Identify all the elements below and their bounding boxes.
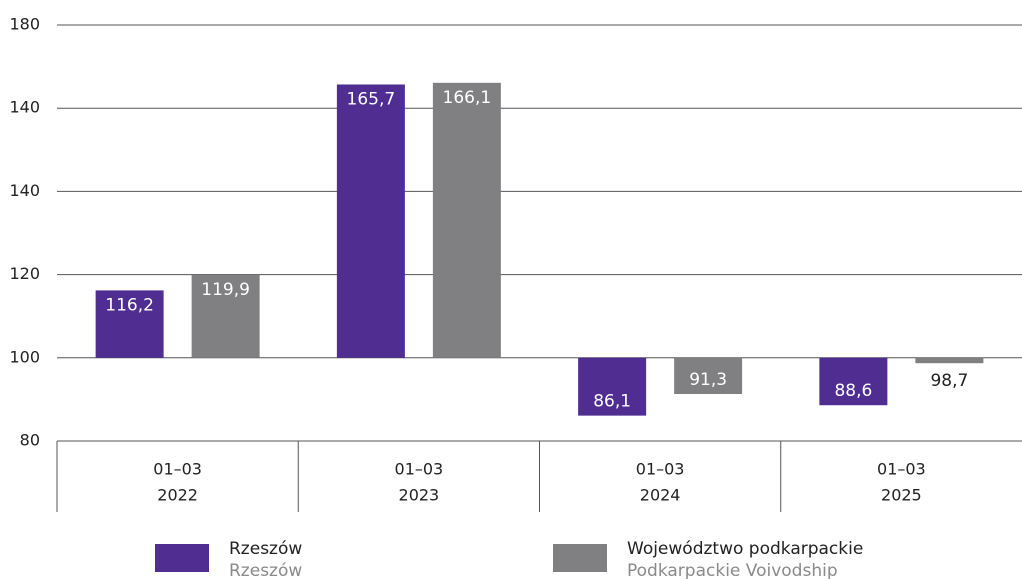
x-tick-label: 2024	[640, 486, 681, 505]
data-label: 165,7	[347, 89, 396, 109]
x-tick-label: 01–03	[395, 460, 444, 479]
bar	[674, 357, 743, 394]
x-tick-label: 01–03	[636, 460, 685, 479]
data-label: 88,6	[834, 381, 872, 401]
bar	[95, 290, 164, 358]
x-tick-label: 01–03	[153, 460, 202, 479]
y-tick-label: 140	[9, 98, 40, 117]
data-label: 119,9	[201, 280, 250, 300]
bar	[819, 357, 888, 406]
x-tick-label: 2025	[881, 486, 922, 505]
legend-label: Województwo podkarpackie	[627, 539, 863, 559]
bar	[578, 357, 647, 416]
data-label: 91,3	[689, 370, 727, 390]
legend-swatch	[553, 544, 607, 572]
x-tick-label: 01–03	[877, 460, 926, 479]
legend-label-en: Podkarpackie Voivodship	[627, 561, 838, 579]
x-tick-label: 2023	[399, 486, 440, 505]
legend-swatch	[155, 544, 209, 572]
y-tick-label: 140	[9, 181, 40, 200]
x-tick-label: 2022	[157, 486, 198, 505]
y-tick-label: 80	[20, 431, 40, 450]
bar	[915, 357, 984, 364]
y-tick-label: 100	[9, 347, 40, 366]
y-tick-label: 180	[9, 15, 40, 34]
bar	[336, 84, 405, 358]
bar	[191, 275, 260, 358]
bar	[432, 82, 501, 358]
data-label: 166,1	[443, 88, 492, 108]
data-label: 116,2	[105, 295, 154, 315]
legend-label: Rzeszów	[229, 539, 302, 559]
data-label: 98,7	[930, 371, 968, 391]
legend-label-en: Rzeszów	[229, 561, 302, 579]
data-label: 86,1	[593, 392, 631, 412]
y-tick-label: 120	[9, 264, 40, 283]
